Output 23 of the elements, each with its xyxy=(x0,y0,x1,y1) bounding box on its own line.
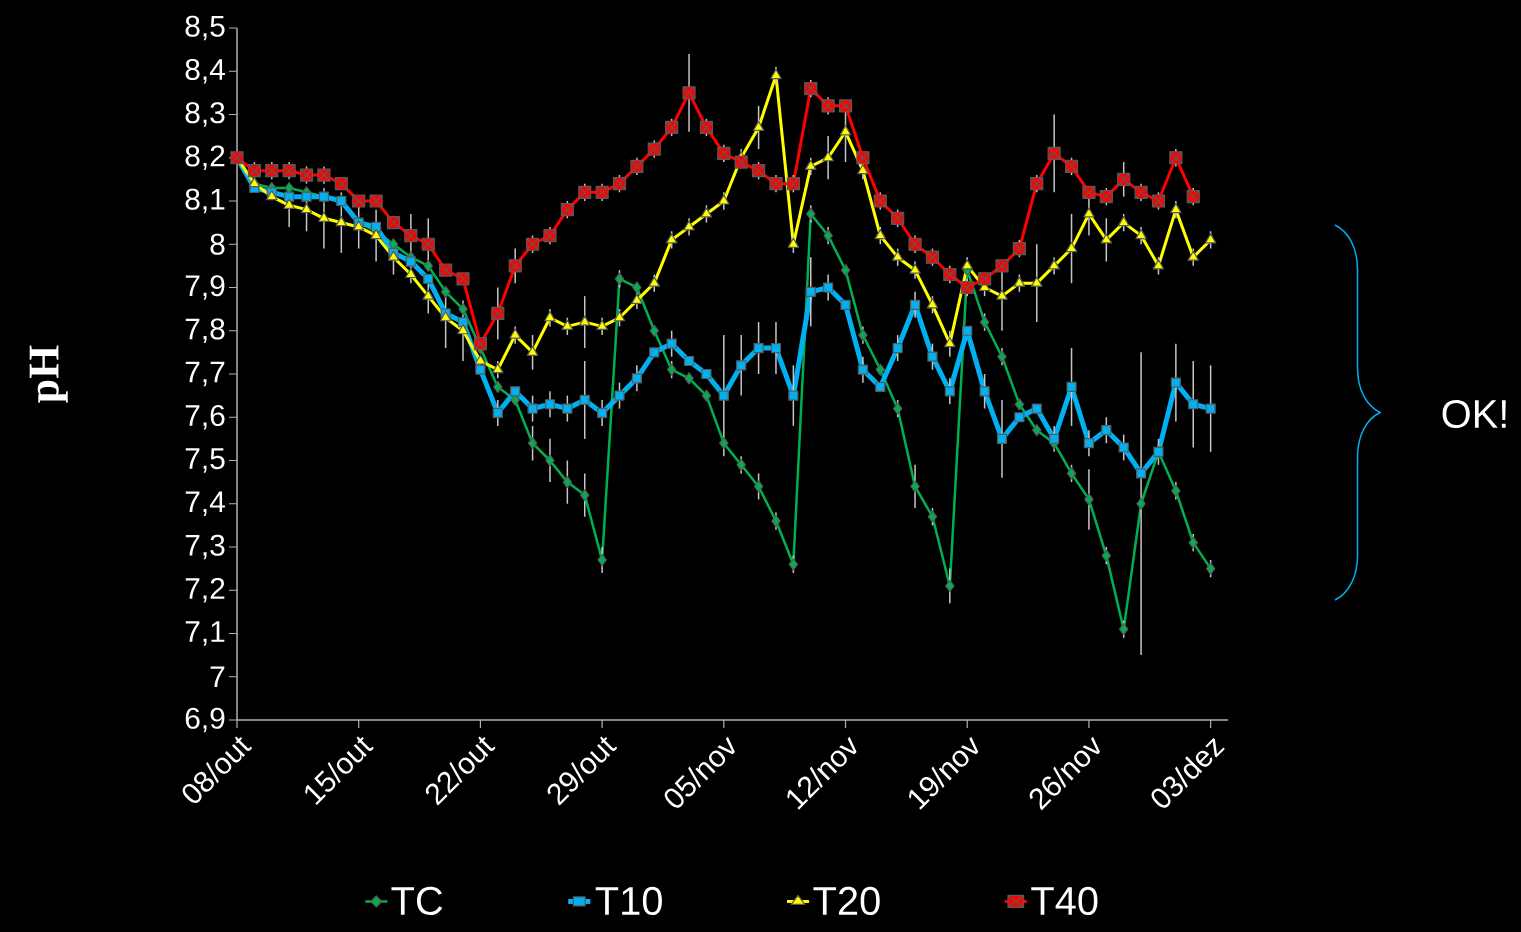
y-tick-label: 7,8 xyxy=(185,318,225,344)
text: OK! xyxy=(1442,399,1506,429)
y-tick-label: 8 xyxy=(210,233,225,255)
y-tick-label: 8,5 xyxy=(185,15,225,41)
y-tick-label: 6,9 xyxy=(185,707,225,733)
y-tick-label: 7,7 xyxy=(185,361,225,387)
y-tick-label: 7,4 xyxy=(185,491,225,516)
legend-label: TC xyxy=(391,886,443,916)
y-tick-label: 8,2 xyxy=(185,145,225,171)
y-tick-label: 7,6 xyxy=(185,404,225,430)
legend-label: T10 xyxy=(595,886,662,916)
y-tick-label: 7,9 xyxy=(185,275,225,300)
y-tick-label: 7,5 xyxy=(185,448,225,473)
y-tick-label: 8,3 xyxy=(185,102,225,127)
y-tick-label: 7,3 xyxy=(185,534,225,560)
legend-label: T40 xyxy=(1031,886,1098,916)
y-tick-label: 7,2 xyxy=(185,577,225,603)
y-axis-title: pH xyxy=(29,345,68,403)
y-tick-label: 7,1 xyxy=(185,621,225,646)
y-tick-label: 7 xyxy=(210,666,225,688)
legend-label: T20 xyxy=(813,886,880,916)
y-tick-label: 8,1 xyxy=(185,188,225,214)
y-tick-label: 8,4 xyxy=(185,58,225,84)
